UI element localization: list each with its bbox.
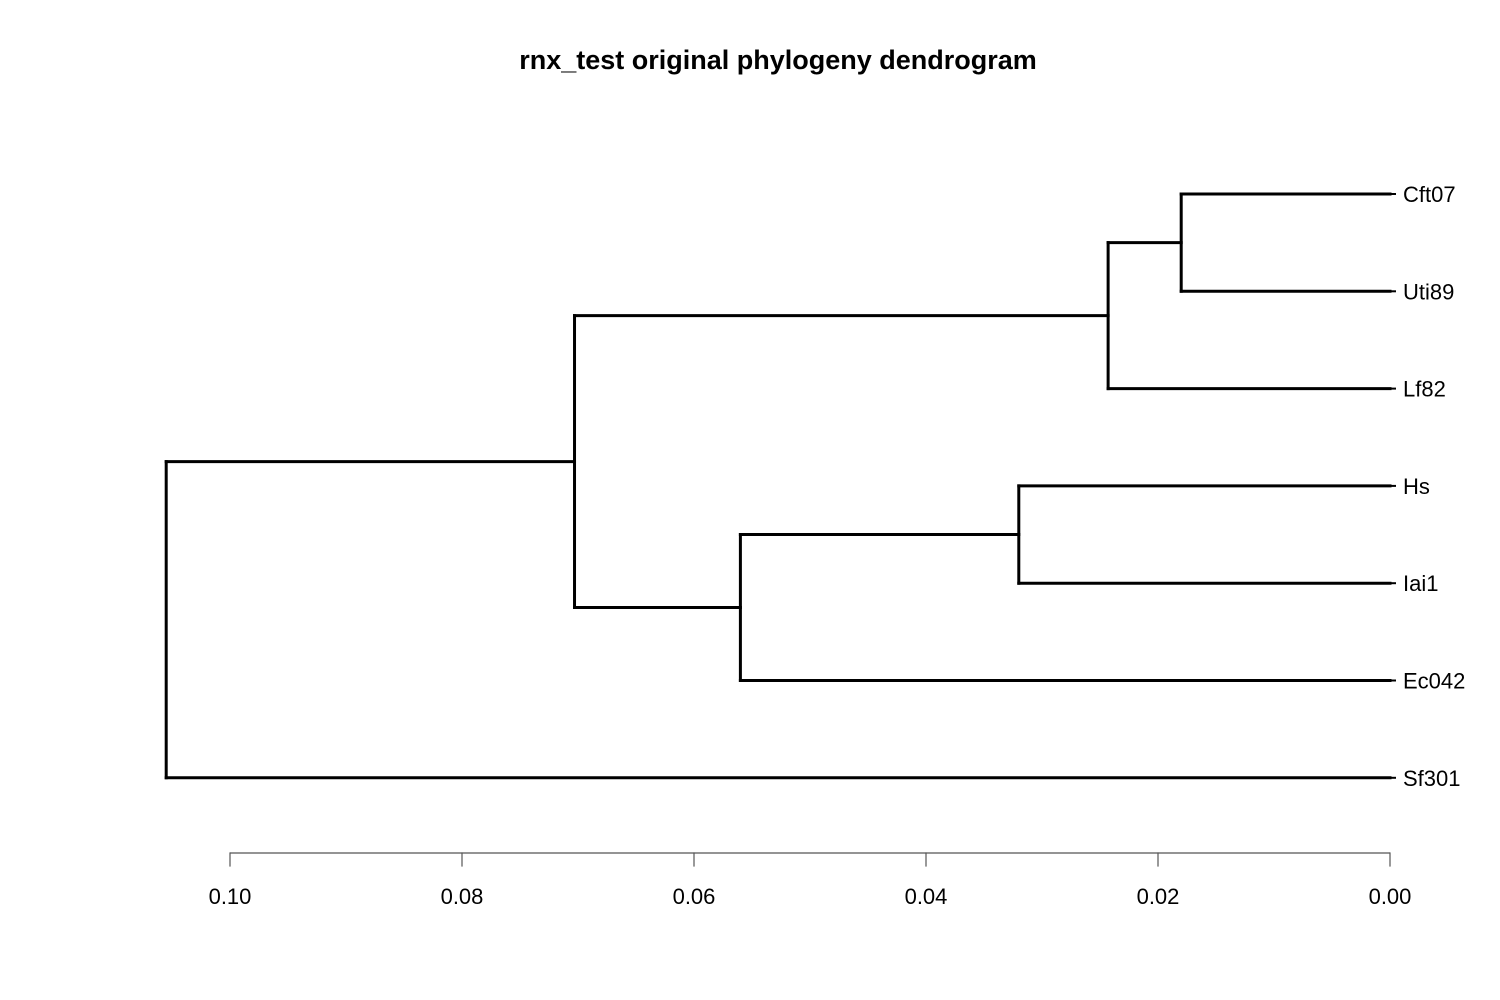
tick-label: 0.02 [1137,884,1180,909]
leaf-label: Hs [1403,474,1430,499]
leaf-label: Sf301 [1403,766,1461,791]
leaf-label-group: Cft07 Uti89 Lf82 Hs Iai1 Ec042 Sf301 [1389,182,1465,791]
tick-label: 0.08 [441,884,484,909]
leaf-label: Cft07 [1403,182,1456,207]
tick-label: 0.06 [673,884,716,909]
leaf-label: Iai1 [1403,571,1438,596]
tick-label: 0.10 [209,884,252,909]
leaf-label: Ec042 [1403,669,1465,694]
tick-label: 0.04 [905,884,948,909]
leaf-label: Lf82 [1403,377,1446,402]
branch-group [164,192,1392,780]
chart-title: rnx_test original phylogeny dendrogram [519,45,1037,75]
x-axis: 0.10 0.08 0.06 0.04 0.02 0.00 [209,852,1412,909]
leaf-label: Uti89 [1403,279,1454,304]
tick-label: 0.00 [1369,884,1412,909]
